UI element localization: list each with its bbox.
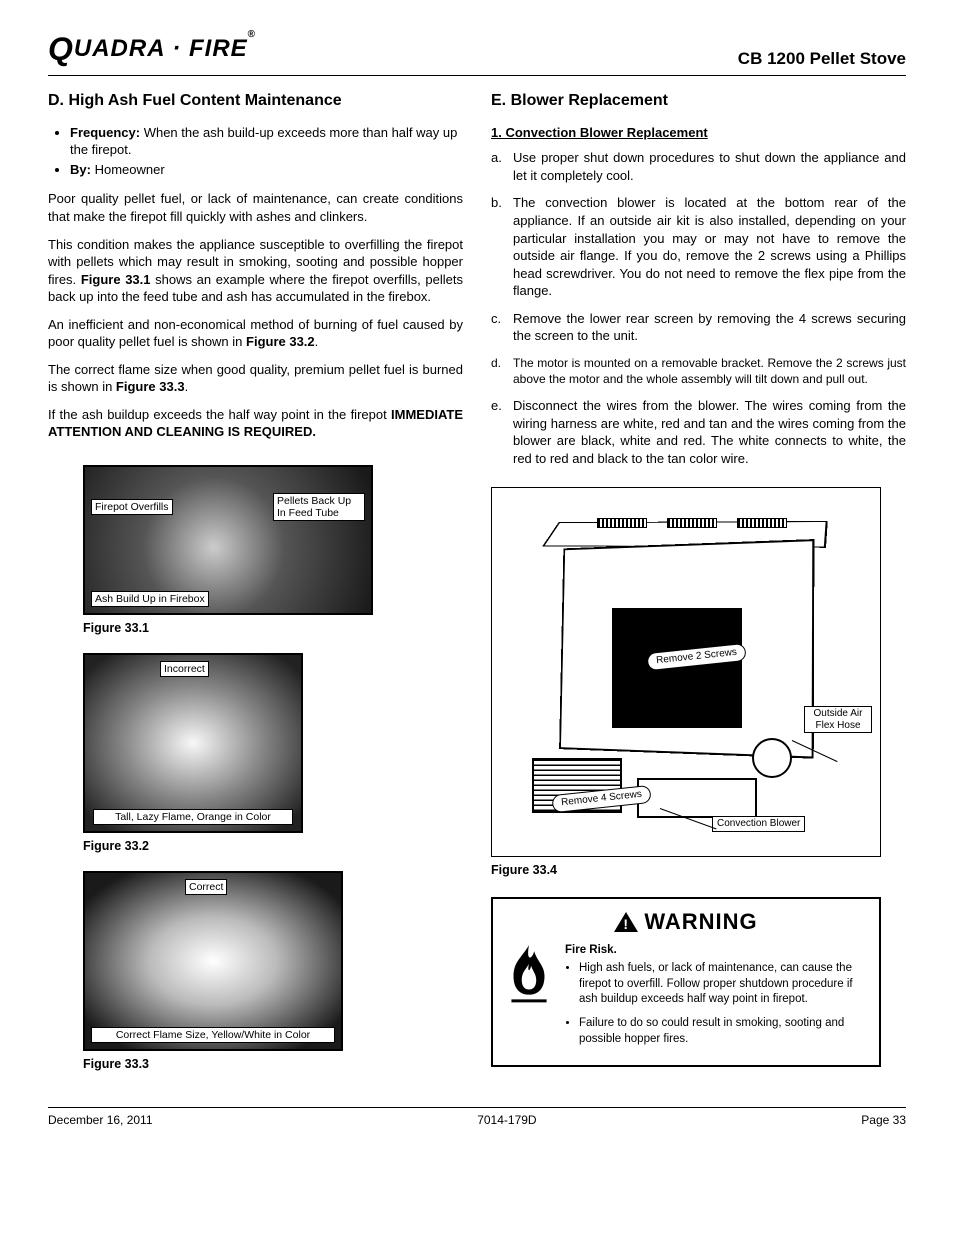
footer-docnum: 7014-179D	[477, 1112, 536, 1128]
figure-33-3: Correct Correct Flame Size, Yellow/White…	[48, 871, 463, 1073]
step-e: e.Disconnect the wires from the blower. …	[491, 397, 906, 467]
para-1: Poor quality pellet fuel, or lack of mai…	[48, 190, 463, 225]
warning-bullet-2: Failure to do so could result in smoking…	[579, 1016, 869, 1047]
fig4-caption: Figure 33.4	[491, 862, 906, 879]
product-title: CB 1200 Pellet Stove	[738, 48, 906, 71]
blower-steps: a.Use proper shut down procedures to shu…	[491, 149, 906, 467]
para-4: The correct flame size when good quality…	[48, 361, 463, 396]
by-item: By: Homeowner	[70, 161, 463, 179]
brand-logo: QUADRA · FIRE®	[48, 28, 256, 71]
step-b: b.The convection blower is located at th…	[491, 194, 906, 299]
frequency-item: Frequency: When the ash build-up exceeds…	[70, 124, 463, 159]
left-column: D. High Ash Fuel Content Maintenance Fre…	[48, 90, 463, 1088]
figure-33-2: Incorrect Tall, Lazy Flame, Orange in Co…	[48, 653, 463, 855]
fig1-label-ash: Ash Build Up in Firebox	[91, 591, 209, 607]
warning-text: Fire Risk. High ash fuels, or lack of ma…	[565, 943, 869, 1055]
warning-box: WARNING Fire Risk. High ash fuels, or la…	[491, 897, 881, 1067]
right-column: E. Blower Replacement 1. Convection Blow…	[491, 90, 906, 1088]
figure-33-4: Remove 2 Screws Outside Air Flex Hose Re…	[491, 487, 906, 879]
para-2: This condition makes the appliance susce…	[48, 236, 463, 306]
frequency-label: Frequency:	[70, 125, 140, 140]
section-e-heading: E. Blower Replacement	[491, 90, 906, 112]
para-5: If the ash buildup exceeds the half way …	[48, 406, 463, 441]
maintenance-meta-list: Frequency: When the ash build-up exceeds…	[48, 124, 463, 179]
footer-page: Page 33	[861, 1112, 906, 1128]
subsection-1-heading: 1. Convection Blower Replacement	[491, 124, 906, 142]
warning-bullet-1: High ash fuels, or lack of maintenance, …	[579, 961, 869, 1008]
flame-icon	[503, 943, 555, 1055]
warning-heading: WARNING	[503, 907, 869, 937]
fig1-label-overfills: Firepot Overfills	[91, 499, 173, 515]
section-d-heading: D. High Ash Fuel Content Maintenance	[48, 90, 463, 112]
fig2-label-incorrect: Incorrect	[160, 661, 209, 677]
warning-triangle-icon	[614, 912, 638, 932]
fig2-label-flame: Tall, Lazy Flame, Orange in Color	[93, 809, 293, 825]
step-a: a.Use proper shut down procedures to shu…	[491, 149, 906, 184]
warning-risk: Fire Risk.	[565, 943, 869, 959]
para-3: An inefficient and non-economical method…	[48, 316, 463, 351]
page-footer: December 16, 2011 7014-179D Page 33	[48, 1107, 906, 1128]
fig3-label-correct: Correct	[185, 879, 227, 895]
diag-label-flexhose: Outside Air Flex Hose	[804, 706, 872, 733]
step-c: c.Remove the lower rear screen by removi…	[491, 310, 906, 345]
figure-33-1: Firepot Overfills Pellets Back Up In Fee…	[48, 465, 463, 637]
stove-diagram: Remove 2 Screws Outside Air Flex Hose Re…	[491, 487, 881, 857]
fig3-label-flame: Correct Flame Size, Yellow/White in Colo…	[91, 1027, 335, 1043]
by-text: Homeowner	[95, 162, 165, 177]
by-label: By:	[70, 162, 91, 177]
footer-date: December 16, 2011	[48, 1112, 153, 1128]
step-d: d.The motor is mounted on a removable br…	[491, 355, 906, 387]
fig1-label-pellets: Pellets Back Up In Feed Tube	[273, 493, 365, 521]
warning-title: WARNING	[644, 907, 757, 937]
fig1-caption: Figure 33.1	[83, 620, 463, 637]
diag-label-convblower: Convection Blower	[712, 816, 805, 832]
fig2-caption: Figure 33.2	[83, 838, 463, 855]
fig3-caption: Figure 33.3	[83, 1056, 463, 1073]
page-header: QUADRA · FIRE® CB 1200 Pellet Stove	[48, 28, 906, 76]
